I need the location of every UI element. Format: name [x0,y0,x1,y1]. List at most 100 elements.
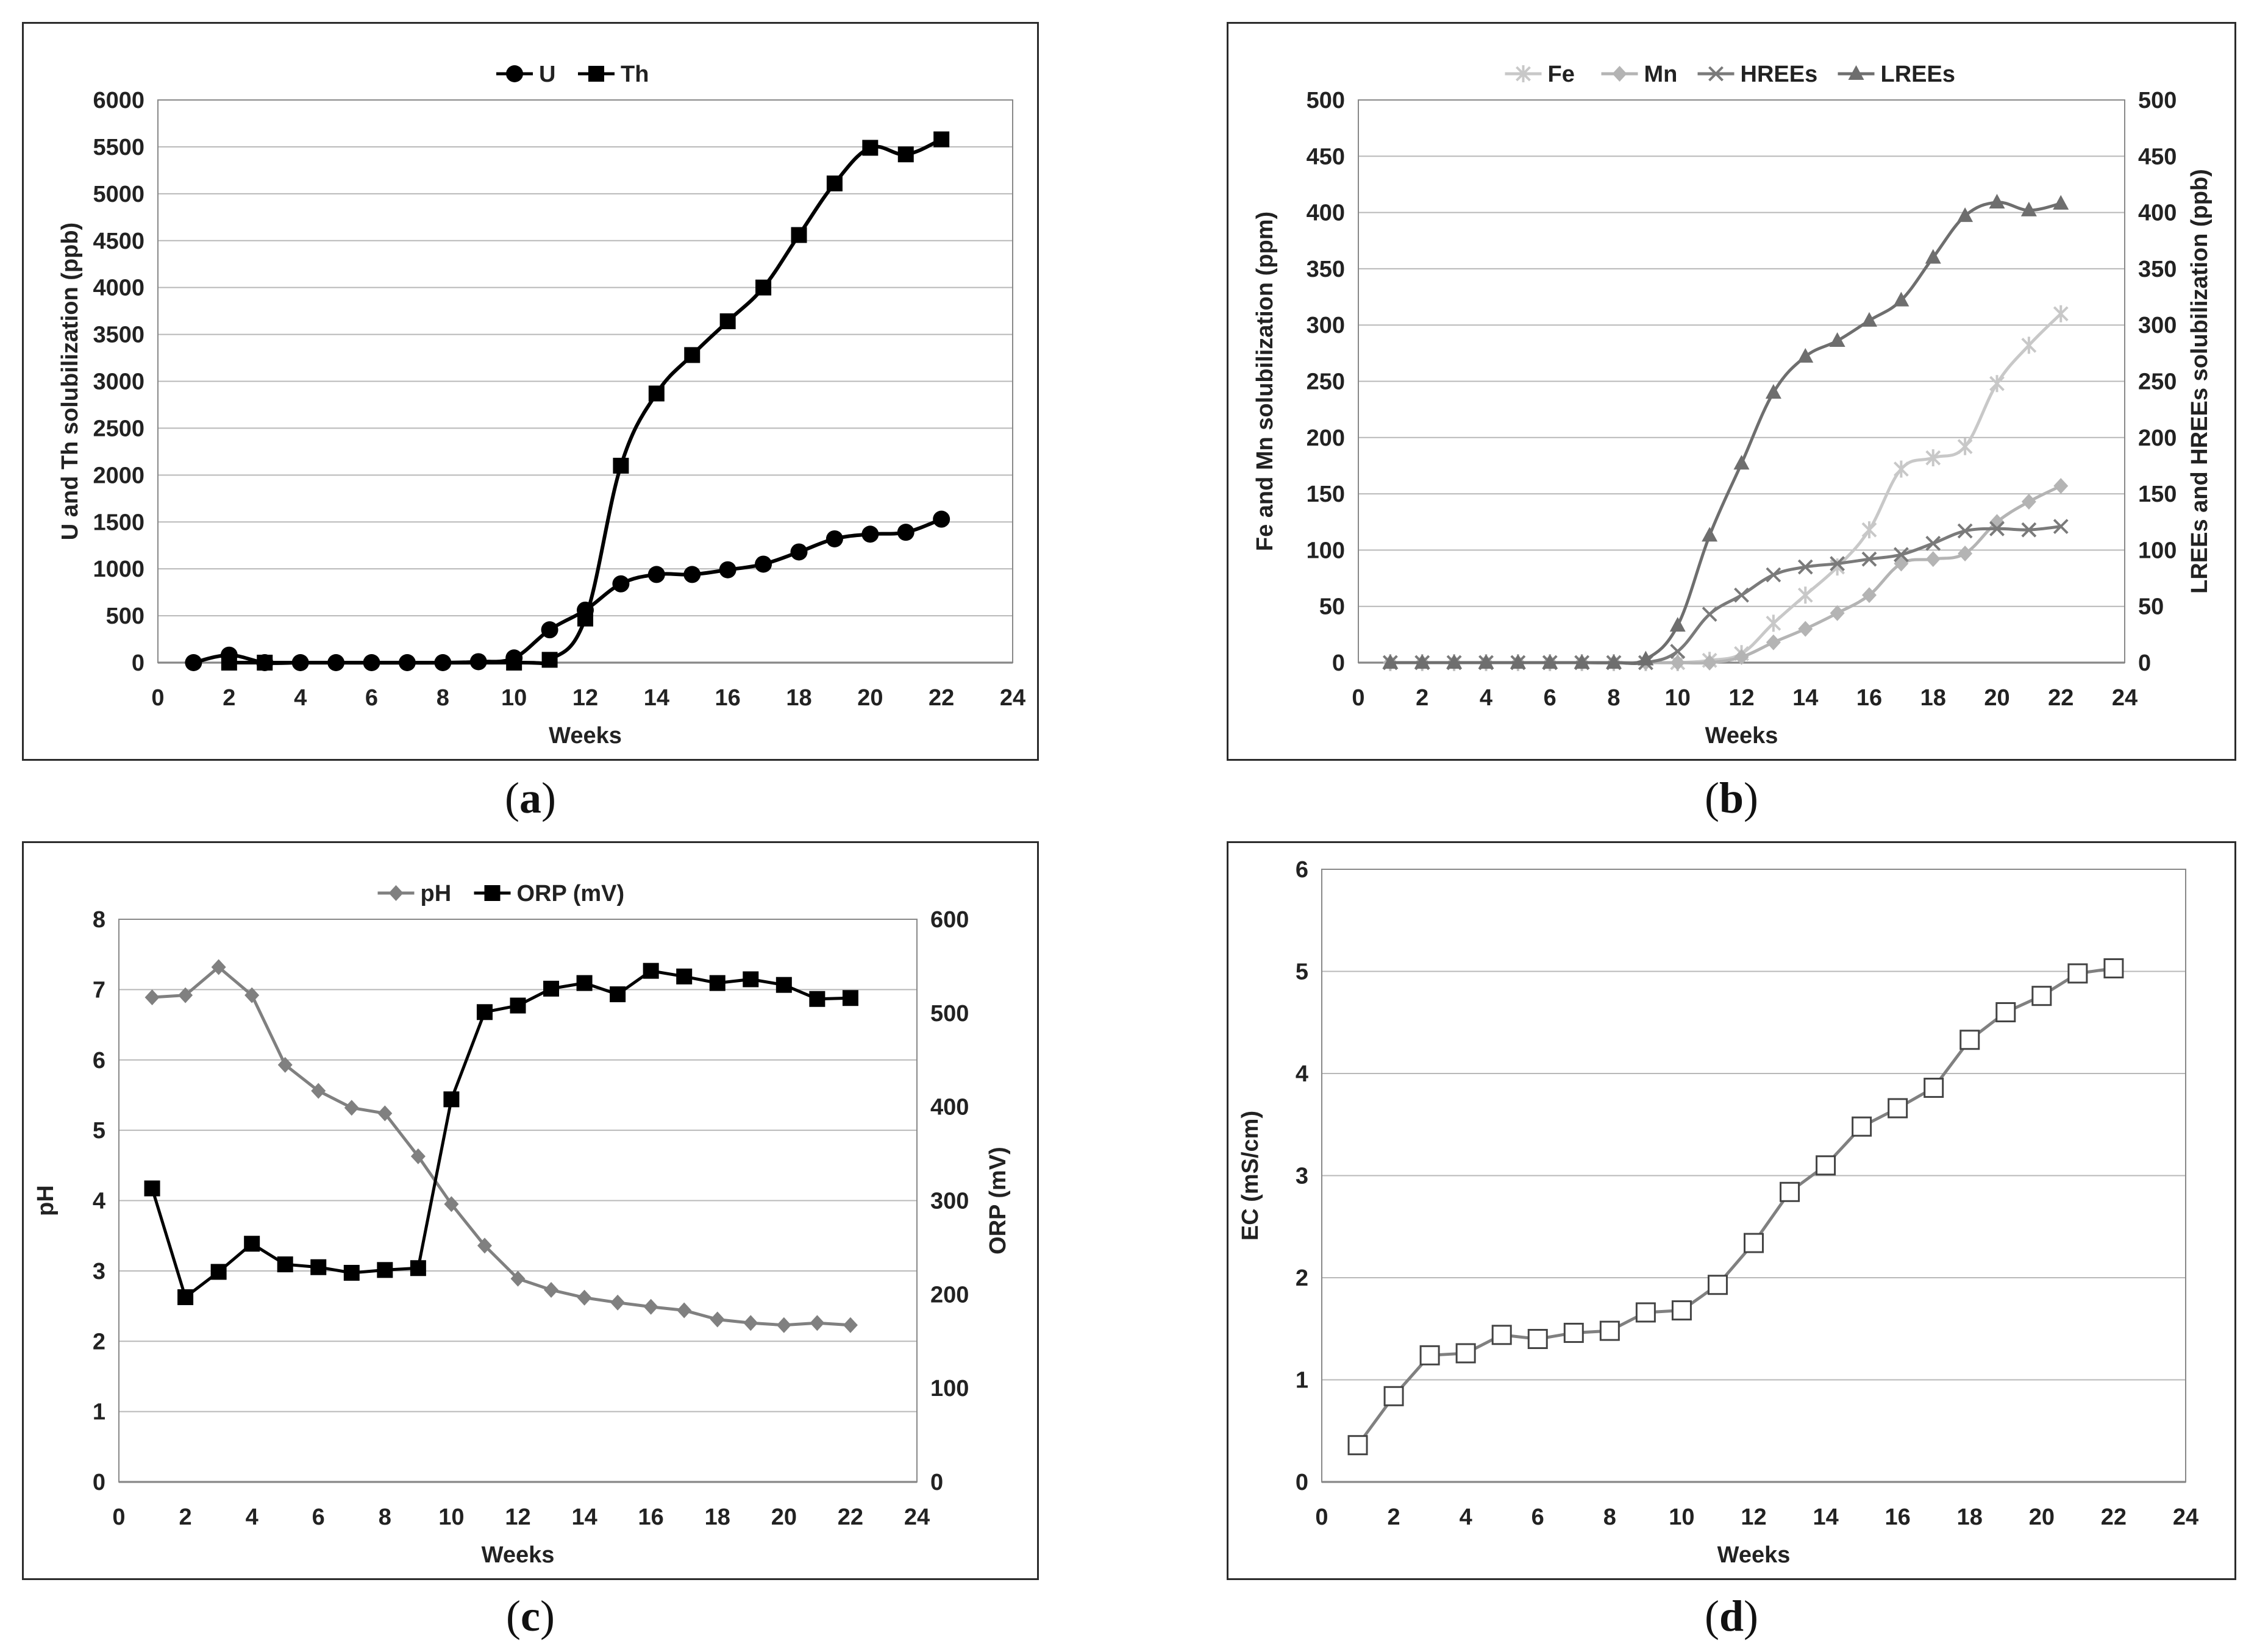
chart-d-ytick-label: 6 [1296,857,1308,883]
chart-a-ytick-label: 6000 [93,88,144,113]
chart-a-data-point [185,654,202,671]
chart-c-data-point [510,997,526,1014]
chart-d-data-point [1563,1322,1584,1343]
chart-d-ytick-label: 4 [1296,1061,1308,1087]
chart-b-ytick-label: 100 [1307,538,1345,563]
chart-a-ytick-label: 500 [106,603,144,629]
chart-c-ytick-label: 2 [93,1329,105,1355]
chart-a-data-point [897,524,915,541]
chart-c-xaxis-title: Weeks [482,1542,555,1568]
chart-a-yaxis-title: U and Th solubilization (ppb) [57,223,83,540]
chart-d-data-point [1527,1329,1548,1349]
chart-b-xtick-label: 12 [1728,685,1754,711]
chart-c-data-point [577,1289,592,1306]
chart-b-data-point [1861,521,1877,539]
chart-b-y2tick-label: 250 [2138,369,2177,395]
chart-a-data-point [791,227,807,243]
chart-b-xtick-label: 20 [1984,685,2009,711]
chart-d-xtick-label: 20 [2029,1504,2055,1530]
chart-c-data-point [543,980,560,997]
chart-d-xtick-label: 18 [1957,1504,1983,1530]
chart-panel-c: 0 1 2 3 4 5 6 7 8 0 2 4 6 8 10 12 14 16 18 20 22 24 0 100 200 300… [22,841,1039,1580]
chart-b-data-point [1670,655,1685,671]
chart-d-data-point [2031,986,2052,1006]
chart-c-data-point [310,1259,327,1275]
chart-b-data-point [1925,249,1941,264]
chart-a-xtick-label: 16 [715,685,741,711]
chart-c-xtick-label: 4 [246,1504,259,1530]
chart-b-data-point [1765,383,1781,399]
chart-b-data-point [1734,649,1749,665]
chart-d-data-point [1959,1030,1980,1050]
chart-c-y2axis-title: ORP (mV) [985,1147,1011,1255]
chart-b-y2tick-label: 350 [2138,257,2177,282]
chart-b-data-point [1989,375,2005,393]
chart-c-xtick-label: 12 [505,1504,530,1530]
chart-a-data-point [933,510,950,528]
chart-b-data-point [1797,559,1813,575]
chart-c-data-point [443,1091,460,1108]
chart-c-y2tick-label: 500 [930,1001,969,1027]
chart-b-legend-item: Fe [1505,62,1575,87]
chart-c-series-line [151,969,850,1300]
chart-a-legend-marker [588,66,604,82]
chart-c-y2tick-label: 300 [930,1189,969,1214]
chart-d-xtick-label: 4 [1460,1504,1472,1530]
chart-c-legend-label: ORP (mV) [517,881,625,906]
chart-b-legend-marker [1708,66,1724,82]
chart-a-svg: 0 500 1000 1500 2000 2500 3000 3500 4000 4500 5000… [57,62,1025,749]
caption-d-letter: d [1719,1592,1744,1640]
chart-c-xtick-label: 20 [771,1504,797,1530]
chart-b-data-point [1893,547,1909,563]
chart-c-data-point [743,971,759,988]
chart-c-data-point [610,1294,626,1311]
chart-b-xtick-label: 14 [1792,685,1818,711]
chart-a-data-point [862,140,879,156]
chart-d-xtick-label: 22 [2101,1504,2127,1530]
chart-b-ytick-label: 250 [1307,369,1345,395]
chart-c-data-point [709,975,726,991]
chart-a-ytick-label: 5500 [93,135,144,160]
chart-c-data-point [410,1148,426,1164]
chart-a-data-point [577,610,593,627]
chart-c-data-point [343,1264,360,1281]
chart-b-data-point [1925,551,1941,568]
chart-b-data-point [1925,535,1941,551]
chart-d-data-point [1599,1320,1620,1341]
chart-b-xtick-label: 24 [2112,685,2138,711]
chart-a-data-point [719,313,736,330]
chart-b-xtick-label: 16 [1856,685,1882,711]
chart-b-legend-label: Fe [1548,62,1575,87]
chart-b-data-point [1478,654,1494,669]
chart-b-data-point [1893,291,1909,307]
chart-a-legend-item: Th [578,62,649,87]
chart-a-data-point [755,279,772,296]
chart-a-ytick-label: 3000 [93,369,144,395]
chart-b-data-point [1542,654,1558,669]
chart-c-y2tick-label: 0 [930,1470,943,1495]
chart-b-data-point [1861,312,1877,327]
chart-b-y2tick-label: 0 [2138,650,2151,676]
chart-b-data-point [1958,545,1973,561]
caption-c-letter: c [521,1592,540,1640]
chart-c-data-point [178,987,193,1003]
chart-b-data-point [1702,607,1717,622]
chart-c-data-point [710,1311,725,1328]
chart-c-xtick-label: 0 [112,1504,125,1530]
chart-c-y2tick-label: 100 [930,1376,969,1401]
chart-b-xtick-label: 2 [1416,685,1428,711]
chart-b-data-point [1893,460,1909,478]
chart-c-data-point [676,968,693,984]
chart-b-data-point [1638,650,1654,666]
chart-c-data-point [510,1270,526,1287]
chart-a-ytick-label: 2500 [93,416,144,441]
chart-b-data-point [1574,654,1590,669]
chart-b-legend-item: HREEs [1697,62,1818,87]
chart-c-data-point [244,1236,260,1252]
chart-b-legend-label: HREEs [1741,62,1818,87]
chart-b-data-point [1446,654,1463,669]
chart-a-xtick-label: 14 [644,685,669,711]
chart-b-data-point [1957,523,1973,539]
chart-b-ytick-label: 500 [1307,88,1345,113]
chart-b-data-point [2053,478,2069,494]
